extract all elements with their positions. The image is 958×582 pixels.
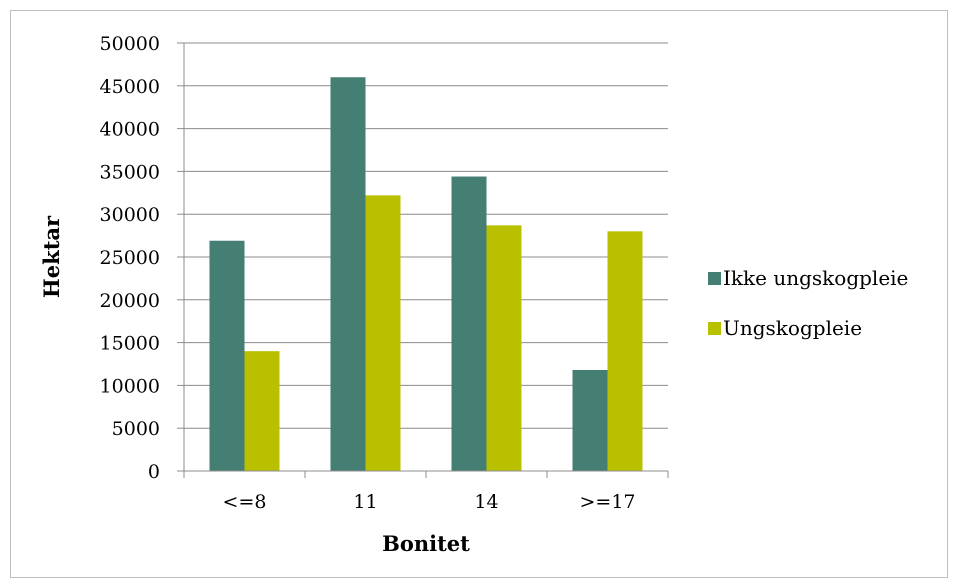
bar-chart: 0 5000 10000 15000 20000 25000 30000 35000 40000… [39, 33, 908, 556]
axes [177, 42, 669, 478]
y-tick-label: 20000 [100, 290, 160, 312]
y-tick-label: 15000 [100, 333, 160, 355]
bar [365, 195, 401, 472]
y-tick-label: 40000 [100, 119, 160, 141]
y-tick-labels: 0 5000 10000 15000 20000 25000 30000 35000 40000… [100, 33, 160, 483]
legend-label: Ungskogpleie [723, 316, 862, 340]
y-tick-label: 5000 [112, 418, 160, 440]
y-tick-label: 30000 [100, 204, 160, 226]
y-tick-label: 10000 [100, 375, 160, 397]
x-tick-label: >=17 [579, 491, 635, 513]
bar [330, 77, 366, 472]
x-axis-title: Bonitet [382, 531, 470, 556]
legend-swatch [708, 272, 721, 285]
x-tick-label: 11 [353, 491, 377, 513]
bar [451, 176, 487, 471]
bars [209, 77, 643, 472]
y-tick-label: 35000 [100, 161, 160, 183]
bar [244, 351, 280, 471]
x-tick-labels: <=8 11 14 >=17 [223, 491, 636, 513]
legend-swatch [708, 322, 721, 335]
y-tick-label: 0 [148, 461, 160, 483]
y-tick-label: 45000 [100, 76, 160, 98]
bar [486, 225, 522, 471]
y-axis-title: Hektar [39, 215, 64, 298]
y-tick-label: 25000 [100, 247, 160, 269]
y-tick-label: 50000 [100, 33, 160, 55]
x-tick-label: <=8 [223, 491, 267, 513]
bar [572, 369, 608, 471]
bar [209, 240, 245, 471]
legend: Ikke ungskogpleie Ungskogpleie [708, 266, 908, 340]
chart-frame: 0 5000 10000 15000 20000 25000 30000 35000 40000… [10, 10, 948, 578]
legend-label: Ikke ungskogpleie [723, 266, 908, 290]
bar [607, 231, 643, 471]
x-tick-label: 14 [474, 491, 498, 513]
